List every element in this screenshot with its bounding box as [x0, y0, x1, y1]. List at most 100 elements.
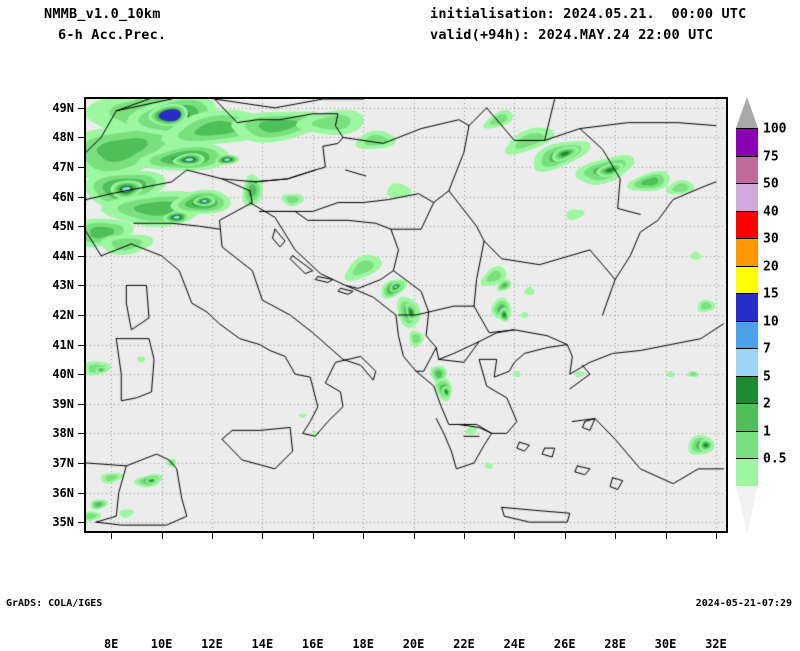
colorbar-swatch — [736, 320, 758, 349]
longitude-tick-label: 28E — [604, 637, 626, 651]
latitude-tick — [78, 492, 84, 494]
longitude-tick-label: 26E — [553, 637, 576, 651]
longitude-tick — [665, 533, 667, 539]
latitude-tick — [78, 374, 84, 376]
colorbar-tick-label: 7 — [763, 341, 771, 357]
latitude-tick-label: 49N — [52, 100, 74, 115]
colorbar-tick — [736, 238, 758, 240]
colorbar-tick-label: 0.5 — [763, 451, 787, 467]
precipitation-map-canvas — [86, 99, 726, 531]
field-title: 6-h Acc.Prec. — [58, 27, 167, 43]
latitude-tick-label: 36N — [52, 485, 74, 500]
longitude-tick-label: 30E — [654, 637, 677, 651]
longitude-tick — [615, 533, 617, 539]
latitude-tick — [78, 344, 84, 346]
longitude-tick — [715, 533, 717, 539]
latitude-tick-label: 46N — [52, 189, 74, 204]
latitude-tick — [78, 433, 84, 435]
latitude-tick-label: 39N — [52, 396, 74, 411]
latitude-tick — [78, 196, 84, 198]
colorbar-tick — [736, 375, 758, 377]
longitude-tick-label: 8E — [103, 637, 119, 651]
colorbar-tick — [736, 128, 758, 129]
longitude-tick-label: 12E — [201, 637, 223, 651]
colorbar-swatch — [736, 348, 758, 376]
colorbar-tick — [736, 210, 758, 212]
colorbar-swatch — [736, 430, 758, 459]
colorbar-tick-label: 30 — [763, 231, 779, 247]
latitude-tick — [78, 107, 84, 109]
model-title: NMMB_v1.0_10km — [44, 6, 161, 22]
colorbar-swatch — [736, 375, 758, 404]
longitude-tick-label: 16E — [301, 637, 324, 651]
latitude-tick — [78, 137, 84, 139]
colorbar-tick — [736, 458, 758, 460]
colorbar-tick — [736, 293, 758, 295]
latitude-tick-label: 48N — [52, 130, 74, 145]
colorbar-tick-label: 2 — [763, 396, 771, 412]
latitude-tick-label: 40N — [52, 367, 74, 382]
initialisation-time: initialisation: 2024.05.21. 00:00 UTC — [430, 6, 747, 22]
latitude-tick — [78, 255, 84, 257]
longitude-tick-label: 20E — [402, 637, 425, 651]
latitude-tick — [78, 403, 84, 405]
longitude-tick — [161, 533, 163, 539]
latitude-tick-label: 37N — [52, 455, 74, 470]
latitude-tick — [78, 285, 84, 287]
longitude-tick — [463, 533, 465, 539]
valid-time: valid(+94h): 2024.MAY.24 22:00 UTC — [430, 27, 714, 43]
latitude-tick-label: 35N — [52, 515, 74, 530]
precipitation-colorbar-legend: 100 75 50 40 30 20 15 10 7 5 2 1 0.5 — [736, 97, 786, 533]
colorbar-tick-label: 100 — [763, 121, 787, 137]
latitude-tick-label: 41N — [52, 337, 74, 352]
longitude-tick-label: 24E — [503, 637, 526, 651]
colorbar-tick-label: 40 — [763, 204, 779, 220]
latitude-tick-label: 47N — [52, 160, 74, 175]
longitude-tick — [312, 533, 314, 539]
latitude-tick — [78, 522, 84, 524]
longitude-tick-label: 14E — [251, 637, 274, 651]
colorbar-swatch — [736, 238, 758, 266]
map-plot-area: 49N 48N 47N 46N 45N 44N 43N 42N 41N 40N 39N 38N 37N 3… — [52, 97, 728, 651]
latitude-tick-label: 38N — [52, 426, 74, 441]
colorbar-swatch — [736, 458, 758, 486]
colorbar-tick-label: 10 — [763, 314, 779, 330]
colorbar-tick — [736, 403, 758, 405]
colorbar-swatch — [736, 265, 758, 294]
colorbar-tick-label: 20 — [763, 259, 779, 275]
colorbar-swatch — [736, 403, 758, 431]
latitude-tick — [78, 167, 84, 169]
colorbar-tick-label: 15 — [763, 286, 779, 302]
longitude-tick-label: 18E — [352, 637, 374, 651]
colorbar-swatch — [736, 210, 758, 239]
longitude-tick — [413, 533, 415, 539]
longitude-tick-label: 10E — [150, 637, 173, 651]
longitude-tick — [363, 533, 365, 539]
colorbar-tick — [736, 430, 758, 432]
colorbar-swatch — [736, 155, 758, 184]
longitude-tick — [262, 533, 264, 539]
weather-map-page: NMMB_v1.0_10km 6-h Acc.Prec. initialisat… — [6, 6, 792, 651]
colorbar-bottom-cap — [736, 486, 758, 533]
colorbar-tick-label: 5 — [763, 369, 771, 385]
longitude-tick — [211, 533, 213, 539]
longitude-tick-label: 22E — [453, 637, 475, 651]
longitude-tick — [564, 533, 566, 539]
colorbar-tick-label: 1 — [763, 424, 771, 440]
colorbar-tick-label: 75 — [763, 149, 779, 165]
colorbar-swatch — [736, 293, 758, 321]
colorbar-swatch — [736, 183, 758, 211]
grads-credit: GrADS: COLA/IGES — [6, 598, 103, 609]
latitude-tick-label: 44N — [52, 248, 74, 263]
latitude-tick — [78, 315, 84, 316]
longitude-tick-label: 32E — [705, 637, 727, 651]
colorbar-tick — [736, 348, 758, 350]
colorbar-tick — [736, 265, 758, 267]
longitude-tick — [514, 533, 516, 539]
colorbar-top-cap — [736, 97, 758, 128]
latitude-tick-label: 45N — [52, 219, 74, 234]
colorbar-tick — [736, 155, 758, 157]
colorbar-swatch — [736, 128, 758, 156]
latitude-tick-label: 43N — [52, 278, 74, 293]
longitude-tick — [111, 533, 113, 539]
